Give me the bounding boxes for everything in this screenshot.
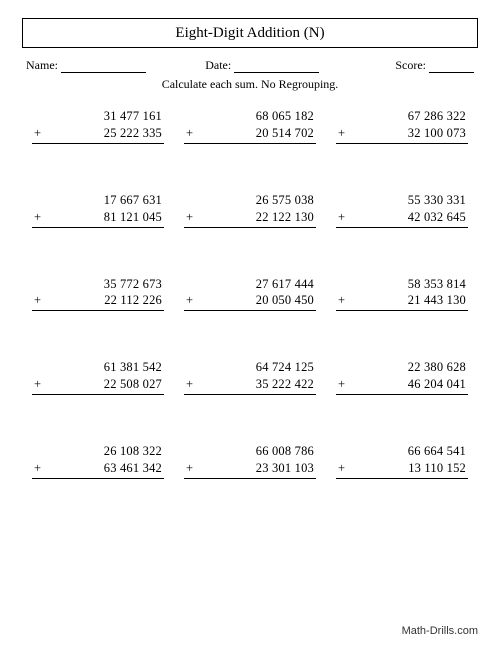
addend-bottom: +23 301 103 xyxy=(184,460,316,479)
addend-bottom: +22 112 226 xyxy=(32,292,164,311)
addend-bottom-value: 22 112 226 xyxy=(104,293,162,307)
problem-cell: 67 286 322+32 100 073 xyxy=(336,108,468,144)
addend-bottom-value: 25 222 335 xyxy=(104,126,162,140)
problem-cell: 61 381 542+22 508 027 xyxy=(32,359,164,395)
plus-icon: + xyxy=(186,460,193,477)
plus-icon: + xyxy=(34,125,41,142)
addend-top: 26 108 322 xyxy=(32,443,164,460)
name-blank-line xyxy=(61,72,146,73)
addend-bottom: +63 461 342 xyxy=(32,460,164,479)
addend-bottom-value: 81 121 045 xyxy=(104,210,162,224)
addend-top: 22 380 628 xyxy=(336,359,468,376)
addend-bottom: +35 222 422 xyxy=(184,376,316,395)
addend-top: 68 065 182 xyxy=(184,108,316,125)
plus-icon: + xyxy=(186,209,193,226)
addend-top: 64 724 125 xyxy=(184,359,316,376)
addend-bottom: +20 050 450 xyxy=(184,292,316,311)
problem-cell: 31 477 161+25 222 335 xyxy=(32,108,164,144)
addend-top: 31 477 161 xyxy=(32,108,164,125)
plus-icon: + xyxy=(186,292,193,309)
addend-bottom-value: 20 050 450 xyxy=(256,293,314,307)
addend-bottom-value: 23 301 103 xyxy=(256,461,314,475)
addend-bottom: +46 204 041 xyxy=(336,376,468,395)
plus-icon: + xyxy=(338,460,345,477)
addend-bottom-value: 42 032 645 xyxy=(408,210,466,224)
problem-cell: 35 772 673+22 112 226 xyxy=(32,276,164,312)
plus-icon: + xyxy=(338,125,345,142)
name-field: Name: xyxy=(26,58,205,73)
plus-icon: + xyxy=(338,292,345,309)
date-field: Date: xyxy=(205,58,359,73)
addend-top: 67 286 322 xyxy=(336,108,468,125)
problem-cell: 66 664 541+13 110 152 xyxy=(336,443,468,479)
addend-top: 66 664 541 xyxy=(336,443,468,460)
plus-icon: + xyxy=(34,209,41,226)
plus-icon: + xyxy=(34,376,41,393)
page-title: Eight-Digit Addition (N) xyxy=(175,25,324,41)
addend-bottom: +22 508 027 xyxy=(32,376,164,395)
addend-bottom-value: 32 100 073 xyxy=(408,126,466,140)
problem-cell: 68 065 182+20 514 702 xyxy=(184,108,316,144)
date-blank-line xyxy=(234,72,319,73)
addend-top: 55 330 331 xyxy=(336,192,468,209)
score-blank-line xyxy=(429,72,474,73)
addend-bottom-value: 46 204 041 xyxy=(408,377,466,391)
problem-cell: 17 667 631+81 121 045 xyxy=(32,192,164,228)
addend-bottom: +42 032 645 xyxy=(336,209,468,228)
addend-top: 66 008 786 xyxy=(184,443,316,460)
problems-grid: 31 477 161+25 222 335 68 065 182+20 514 … xyxy=(22,108,478,479)
addend-bottom-value: 21 443 130 xyxy=(408,293,466,307)
problem-cell: 22 380 628+46 204 041 xyxy=(336,359,468,395)
problem-cell: 58 353 814+21 443 130 xyxy=(336,276,468,312)
addend-bottom: +13 110 152 xyxy=(336,460,468,479)
addend-bottom-value: 20 514 702 xyxy=(256,126,314,140)
footer-text: Math-Drills.com xyxy=(402,625,478,637)
addend-bottom: +22 122 130 xyxy=(184,209,316,228)
instruction-text: Calculate each sum. No Regrouping. xyxy=(22,77,478,92)
addend-bottom: +32 100 073 xyxy=(336,125,468,144)
problem-cell: 55 330 331+42 032 645 xyxy=(336,192,468,228)
addend-top: 17 667 631 xyxy=(32,192,164,209)
addend-bottom-value: 22 508 027 xyxy=(104,377,162,391)
plus-icon: + xyxy=(186,376,193,393)
addend-bottom-value: 13 110 152 xyxy=(408,461,466,475)
addend-bottom-value: 35 222 422 xyxy=(256,377,314,391)
addend-bottom-value: 63 461 342 xyxy=(104,461,162,475)
header-row: Name: Date: Score: xyxy=(22,58,478,73)
plus-icon: + xyxy=(34,460,41,477)
addend-bottom: +81 121 045 xyxy=(32,209,164,228)
score-label: Score: xyxy=(395,58,426,73)
addend-bottom: +21 443 130 xyxy=(336,292,468,311)
addend-top: 58 353 814 xyxy=(336,276,468,293)
plus-icon: + xyxy=(186,125,193,142)
problem-cell: 26 575 038+22 122 130 xyxy=(184,192,316,228)
addend-top: 26 575 038 xyxy=(184,192,316,209)
title-box: Eight-Digit Addition (N) xyxy=(22,18,478,48)
addend-top: 27 617 444 xyxy=(184,276,316,293)
name-label: Name: xyxy=(26,58,58,73)
score-field: Score: xyxy=(359,58,474,73)
plus-icon: + xyxy=(338,209,345,226)
problem-cell: 64 724 125+35 222 422 xyxy=(184,359,316,395)
addend-bottom: +20 514 702 xyxy=(184,125,316,144)
plus-icon: + xyxy=(34,292,41,309)
problem-cell: 66 008 786+23 301 103 xyxy=(184,443,316,479)
date-label: Date: xyxy=(205,58,231,73)
problem-cell: 27 617 444+20 050 450 xyxy=(184,276,316,312)
addend-bottom-value: 22 122 130 xyxy=(256,210,314,224)
addend-bottom: +25 222 335 xyxy=(32,125,164,144)
problem-cell: 26 108 322+63 461 342 xyxy=(32,443,164,479)
addend-top: 61 381 542 xyxy=(32,359,164,376)
addend-top: 35 772 673 xyxy=(32,276,164,293)
plus-icon: + xyxy=(338,376,345,393)
